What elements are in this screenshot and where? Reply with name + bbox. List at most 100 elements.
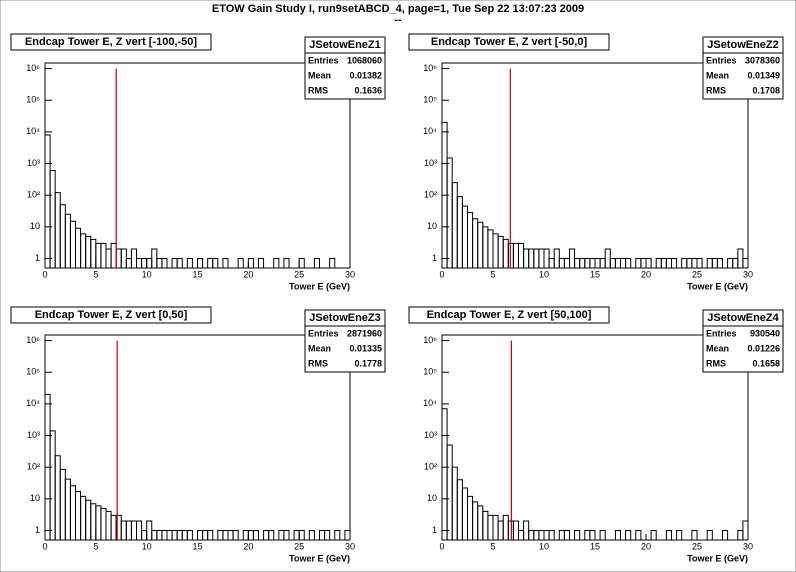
y-tick-label: 10² xyxy=(27,190,40,200)
y-tick-label: 10³ xyxy=(424,158,437,168)
x-tick-label: 5 xyxy=(93,269,98,279)
histogram-bar xyxy=(563,529,570,540)
y-tick-label: 10⁴ xyxy=(423,126,437,136)
stats-value: 0.1658 xyxy=(752,358,780,368)
x-tick-label: 25 xyxy=(692,269,702,279)
histogram-bar xyxy=(548,529,555,540)
stats-name: JSetowEneZ1 xyxy=(309,39,381,51)
x-tick-label: 10 xyxy=(539,541,549,551)
histogram-bar xyxy=(324,529,331,540)
stats-name: JSetowEneZ4 xyxy=(707,312,779,324)
stats-label: RMS xyxy=(706,358,726,368)
title-box xyxy=(10,33,212,51)
stats-label: Mean xyxy=(706,70,729,80)
histogram-bar xyxy=(706,529,713,540)
y-tick-label: 10⁴ xyxy=(26,126,40,136)
x-tick-label: 0 xyxy=(42,269,47,279)
y-tick-label: 10³ xyxy=(27,158,40,168)
y-tick-label: 10⁶ xyxy=(26,63,40,73)
histogram-bar xyxy=(222,257,229,268)
stats-value: 0.01382 xyxy=(349,70,382,80)
stats-value: 0.01226 xyxy=(747,343,780,353)
histogram-bar xyxy=(722,529,729,540)
x-tick-label: 0 xyxy=(439,541,444,551)
stats-label: Entries xyxy=(706,55,737,65)
x-tick-label: 10 xyxy=(539,269,549,279)
x-axis-label: Tower E (GeV) xyxy=(289,281,350,291)
stats-box xyxy=(702,309,784,373)
histogram-bar xyxy=(273,257,280,268)
histogram-bar xyxy=(212,257,219,268)
x-tick-label: 30 xyxy=(743,269,753,279)
stats-label: Entries xyxy=(308,55,339,65)
histogram-bar xyxy=(599,529,606,540)
y-tick-label: 10² xyxy=(27,462,40,472)
histogram-bar xyxy=(247,257,254,268)
x-tick-label: 30 xyxy=(743,541,753,551)
stats-box xyxy=(304,36,386,100)
histogram-bar xyxy=(650,529,657,540)
stats-label: Entries xyxy=(308,328,339,338)
y-tick-label: 10⁶ xyxy=(423,63,437,73)
stats-value: 1068060 xyxy=(347,55,382,65)
x-tick-label: 20 xyxy=(641,269,651,279)
y-tick-label: 10⁴ xyxy=(423,398,437,408)
histogram-bar xyxy=(268,529,275,540)
y-tick-label: 10³ xyxy=(27,430,40,440)
x-tick-label: 15 xyxy=(192,269,202,279)
histogram-bar xyxy=(742,257,749,268)
chart-title: Endcap Tower E, Z vert [-100,-50] xyxy=(25,36,198,48)
stats-value: 0.01349 xyxy=(747,70,780,80)
x-tick-label: 15 xyxy=(590,541,600,551)
histogram-bar xyxy=(334,529,341,540)
stats-label: Mean xyxy=(308,343,331,353)
stats-box xyxy=(304,309,386,373)
y-tick-label: 10 xyxy=(30,493,40,503)
y-tick-label: 1 xyxy=(35,253,40,263)
y-tick-label: 10⁴ xyxy=(26,398,40,408)
y-tick-label: 10⁵ xyxy=(423,367,437,377)
histogram-bar xyxy=(676,529,683,540)
x-tick-label: 25 xyxy=(294,541,304,551)
histogram-bar xyxy=(344,529,351,540)
histogram-bar xyxy=(298,257,305,268)
y-tick-label: 10⁶ xyxy=(26,335,40,345)
histogram-bar xyxy=(691,529,698,540)
histogram-bar xyxy=(589,529,596,540)
histogram-bar xyxy=(207,529,214,540)
histogram-bar xyxy=(625,529,632,540)
stats-value: 0.1778 xyxy=(354,358,382,368)
histogram-bar xyxy=(283,257,290,268)
x-tick-label: 5 xyxy=(490,541,495,551)
x-axis-label: Tower E (GeV) xyxy=(289,553,350,563)
x-tick-label: 15 xyxy=(590,269,600,279)
title-box xyxy=(408,33,610,51)
stats-name: JSetowEneZ3 xyxy=(309,312,381,324)
x-tick-label: 25 xyxy=(692,541,702,551)
histogram-bar xyxy=(237,257,244,268)
histogram-bar xyxy=(186,257,193,268)
histogram-bar xyxy=(645,257,652,268)
histogram-bar xyxy=(696,257,703,268)
histogram-bar xyxy=(232,529,239,540)
histogram-bar xyxy=(298,529,305,540)
histogram-bar xyxy=(635,529,642,540)
histogram-bar xyxy=(186,529,193,540)
title-box xyxy=(10,306,212,324)
x-axis-label: Tower E (GeV) xyxy=(687,553,748,563)
x-tick-label: 30 xyxy=(345,269,355,279)
histogram-bar xyxy=(625,257,632,268)
histogram-bar xyxy=(176,257,183,268)
y-tick-label: 10 xyxy=(30,221,40,231)
histogram-bar xyxy=(258,257,265,268)
stats-value: 0.01335 xyxy=(349,343,382,353)
chart-title: Endcap Tower E, Z vert [50,100] xyxy=(427,309,592,321)
histogram-bar xyxy=(671,257,678,268)
x-tick-label: 15 xyxy=(192,541,202,551)
y-tick-label: 10 xyxy=(427,221,437,231)
y-tick-label: 10⁵ xyxy=(26,95,40,105)
x-tick-label: 30 xyxy=(345,541,355,551)
y-tick-label: 10 xyxy=(427,493,437,503)
plot-frame xyxy=(44,62,351,269)
